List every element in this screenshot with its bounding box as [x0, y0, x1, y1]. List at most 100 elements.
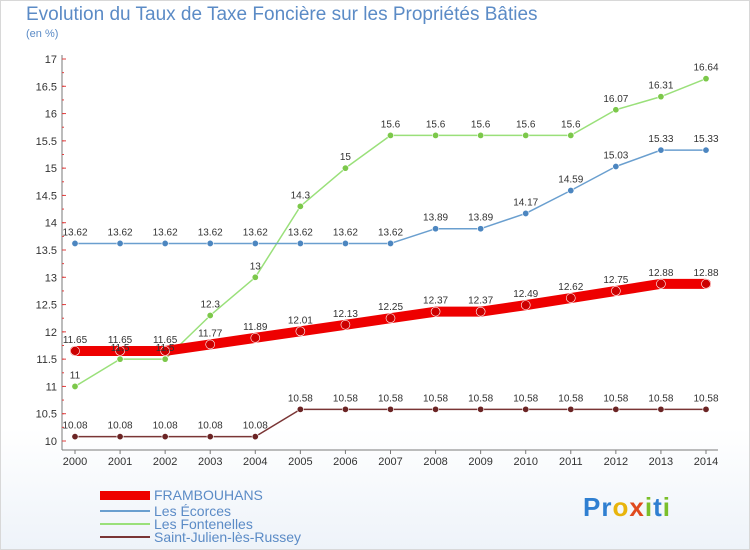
- data-label: 15.03: [603, 151, 628, 162]
- data-label: 10.58: [648, 393, 673, 404]
- logo-letter: o: [612, 492, 630, 522]
- x-tick-label: 2012: [604, 456, 628, 468]
- data-point: [657, 405, 665, 413]
- chart-title: Evolution du Taux de Taxe Foncière sur l…: [26, 4, 538, 25]
- data-point: [477, 225, 485, 233]
- chart-unit-label: (en %): [26, 28, 59, 40]
- data-point: [71, 239, 79, 247]
- data-label: 10.58: [288, 393, 313, 404]
- y-tick-label: 16: [45, 109, 57, 121]
- data-point: [475, 306, 486, 317]
- data-point: [522, 209, 530, 217]
- data-point: [161, 355, 169, 363]
- y-tick-label: 10.5: [36, 409, 57, 421]
- data-point: [657, 146, 665, 154]
- data-label: 16.31: [648, 81, 673, 92]
- data-label: 12.75: [603, 275, 628, 286]
- data-label: 10.08: [243, 421, 268, 432]
- data-label: 10.58: [693, 393, 718, 404]
- data-point: [296, 239, 304, 247]
- data-point: [612, 405, 620, 413]
- data-point: [206, 433, 214, 441]
- x-tick-label: 2008: [423, 456, 447, 468]
- data-label: 13.62: [108, 227, 133, 238]
- data-label: 10.58: [378, 393, 403, 404]
- data-label: 11: [70, 370, 81, 381]
- data-point: [702, 75, 710, 83]
- data-label: 13.62: [378, 227, 403, 238]
- data-point: [701, 279, 711, 289]
- y-tick-label: 12.5: [36, 300, 57, 312]
- data-label: 12.13: [333, 309, 358, 320]
- y-tick-label: 12: [45, 327, 57, 339]
- data-point: [522, 131, 530, 139]
- data-point: [71, 433, 79, 441]
- proxiti-logo: Proxiti: [583, 492, 671, 523]
- data-point: [432, 131, 440, 139]
- data-label: 10.58: [558, 393, 583, 404]
- data-label: 16.07: [603, 94, 628, 105]
- y-tick-label: 11.5: [36, 354, 57, 366]
- data-point: [432, 225, 440, 233]
- data-point: [567, 405, 575, 413]
- data-point: [612, 106, 620, 114]
- data-label: 15.6: [561, 119, 581, 130]
- y-tick-label: 11: [46, 381, 57, 393]
- legend-swatch: [100, 536, 150, 538]
- data-point: [477, 131, 485, 139]
- x-tick-label: 2004: [243, 456, 267, 468]
- data-point: [432, 405, 440, 413]
- data-point: [341, 239, 349, 247]
- data-point: [115, 346, 125, 356]
- data-point: [116, 239, 124, 247]
- data-label: 14.3: [291, 190, 311, 201]
- data-label: 11.89: [243, 322, 268, 333]
- data-label: 11.5: [111, 343, 130, 354]
- data-label: 12.3: [200, 299, 220, 310]
- data-label: 12.25: [378, 302, 403, 313]
- data-point: [251, 239, 259, 247]
- data-point: [296, 202, 304, 210]
- data-label: 13.62: [62, 227, 87, 238]
- y-tick-label: 15.5: [36, 136, 57, 148]
- data-label: 12.01: [288, 315, 313, 326]
- x-tick-label: 2005: [288, 456, 312, 468]
- data-label: 12.62: [558, 282, 583, 293]
- data-point: [296, 405, 304, 413]
- data-label: 12.88: [693, 268, 718, 279]
- legend-swatch: [100, 491, 150, 500]
- x-tick-label: 2007: [378, 456, 402, 468]
- x-tick-label: 2003: [198, 456, 222, 468]
- data-point: [161, 433, 169, 441]
- data-label: 13.62: [288, 227, 313, 238]
- logo-letter: t: [653, 492, 663, 522]
- data-label: 12.37: [423, 296, 448, 307]
- data-point: [567, 131, 575, 139]
- data-label: 10.08: [153, 421, 178, 432]
- data-point: [70, 346, 80, 356]
- data-label: 13: [250, 261, 262, 272]
- data-label: 11.77: [198, 328, 223, 339]
- x-tick-label: 2001: [108, 456, 132, 468]
- data-label: 12.88: [648, 268, 673, 279]
- data-point: [612, 163, 620, 171]
- data-label: 13.62: [243, 227, 268, 238]
- logo-letter: i: [644, 492, 654, 522]
- data-point: [206, 239, 214, 247]
- legend-swatch: [100, 510, 150, 512]
- data-point: [251, 273, 259, 281]
- x-tick-label: 2013: [649, 456, 673, 468]
- data-point: [611, 286, 621, 296]
- data-point: [206, 311, 214, 319]
- data-label: 13.89: [468, 213, 493, 224]
- data-label: 15.6: [471, 119, 491, 130]
- data-label: 15.6: [381, 119, 401, 130]
- data-label: 10.58: [513, 393, 538, 404]
- data-point: [160, 346, 170, 356]
- legend-label: Les Écorces: [154, 503, 232, 519]
- data-point: [702, 405, 710, 413]
- data-point: [386, 239, 394, 247]
- data-label: 11.5: [156, 343, 175, 354]
- data-label: 11.65: [108, 335, 133, 346]
- data-label: 10.58: [468, 393, 493, 404]
